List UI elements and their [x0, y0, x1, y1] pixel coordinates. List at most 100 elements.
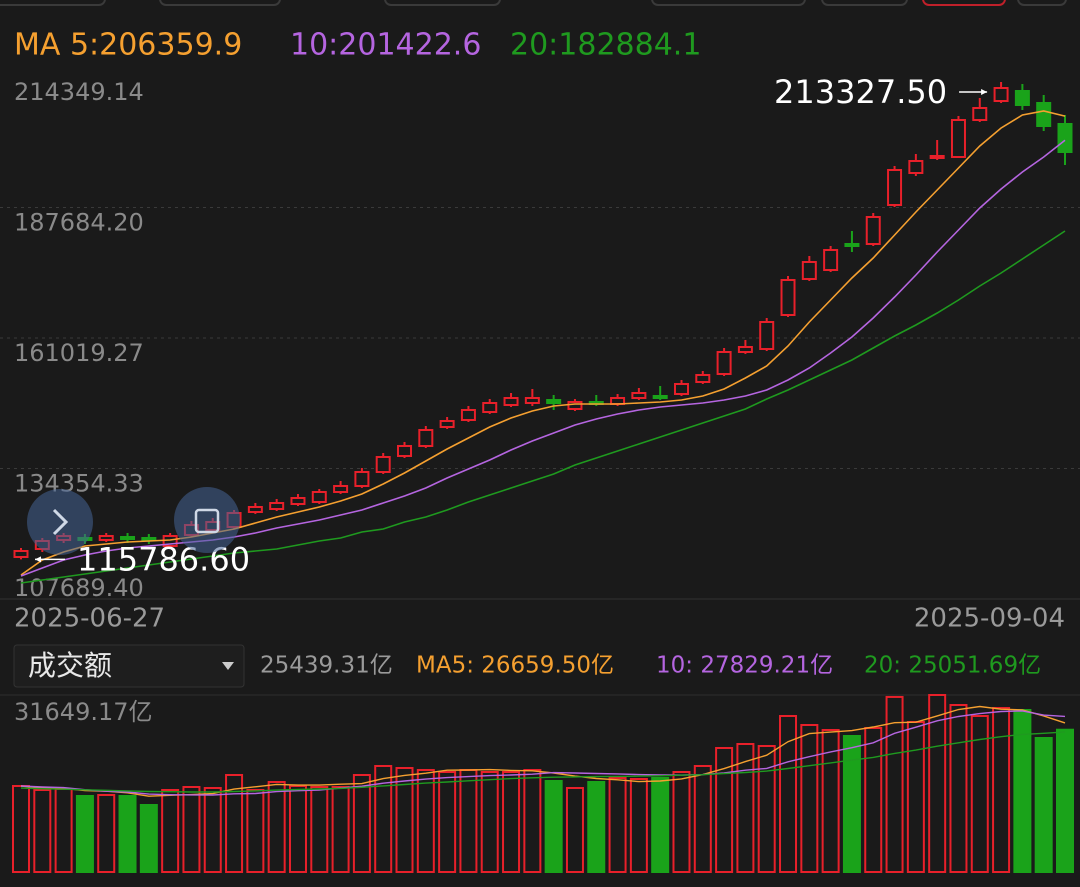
candle-body [375, 456, 391, 474]
candle-body [631, 392, 647, 400]
volume-bar [331, 785, 350, 873]
candle-body [950, 118, 966, 158]
candle-body [993, 87, 1009, 103]
tool-icon [194, 508, 220, 534]
volume-bar [736, 742, 755, 873]
y-tick-label: 161019.27 [14, 339, 144, 367]
candle-body [908, 160, 924, 175]
volume-bar [459, 768, 478, 874]
volume-current: 25439.31亿 [260, 653, 393, 679]
volume-bar [288, 784, 307, 873]
volume-bar [992, 706, 1011, 873]
indicator-dropdown[interactable] [13, 644, 245, 688]
volume-bar [182, 785, 201, 873]
volume-bar [246, 789, 265, 873]
volume-bar [672, 770, 691, 874]
volume-bar [757, 744, 776, 873]
volume-bar [352, 773, 371, 874]
x-tick-label: 2025-09-04 [914, 604, 1065, 634]
volume-bar [629, 778, 648, 874]
volume-bar [33, 789, 52, 873]
volume-bar [864, 727, 883, 874]
volume-bar [1034, 736, 1053, 873]
annotation-arrowhead [981, 88, 988, 95]
annotation-arrowhead [35, 556, 41, 563]
volume-bar [502, 770, 521, 874]
volume-ma-line [20, 710, 1066, 796]
volume-ma-legend: MA5: 26659.50亿 [416, 653, 614, 679]
candle-body [333, 485, 349, 494]
volume-bar [310, 785, 329, 873]
candle-body [418, 429, 434, 448]
volume-bar [438, 770, 457, 874]
volume-ma-line [20, 731, 1066, 793]
volume-bar [651, 777, 670, 873]
volume-bar [54, 788, 73, 873]
candle-body [929, 155, 945, 160]
candle-body [439, 420, 455, 429]
volume-ma-legend: 10: 27829.21亿 [656, 653, 833, 679]
volume-bar [842, 735, 861, 874]
ma-line [20, 230, 1066, 584]
candle-body [823, 249, 839, 272]
ma-legend: 10:201422.6 [290, 28, 481, 63]
volume-bar [118, 794, 137, 874]
tab[interactable] [821, 0, 908, 6]
volume-bar [161, 789, 180, 873]
tab[interactable] [0, 0, 106, 6]
dropdown-label: 成交额 [28, 649, 112, 682]
candle-body [780, 279, 796, 317]
tab[interactable] [384, 0, 501, 6]
candle-body [695, 374, 711, 384]
x-tick-label: 2025-06-27 [14, 604, 165, 634]
annotation-label: 213327.50 [774, 73, 947, 111]
volume-bar [779, 715, 798, 874]
volume-bar [225, 773, 244, 874]
volume-bar [608, 777, 627, 873]
y-tick-label: 214349.14 [14, 78, 144, 106]
candle-body [737, 346, 753, 354]
volume-bar [928, 694, 947, 873]
volume-bar [885, 695, 904, 873]
volume-tick-label: 31649.17亿 [14, 698, 153, 726]
tab[interactable] [159, 0, 281, 6]
volume-bar [970, 715, 989, 874]
candle-body [972, 106, 988, 121]
tab[interactable] [922, 0, 1006, 6]
volume-bar [374, 764, 393, 873]
volume-bar [395, 767, 414, 873]
tool-button[interactable] [174, 487, 240, 553]
candle-body [1057, 123, 1073, 154]
volume-bar [1056, 728, 1074, 874]
volume-bar [544, 779, 563, 873]
expand-icon [52, 508, 69, 536]
expand-button[interactable] [27, 489, 93, 555]
candle-body [844, 243, 860, 248]
volume-bar [523, 768, 542, 874]
volume-bar [480, 770, 499, 874]
candle-body [673, 383, 689, 396]
candle-body [13, 550, 29, 559]
candle-body [567, 401, 583, 411]
tab[interactable] [1017, 0, 1067, 6]
tab[interactable] [651, 0, 806, 6]
candle-body [98, 535, 114, 542]
candle-body [546, 399, 562, 405]
y-tick-label: 187684.20 [14, 209, 144, 237]
volume-bar [565, 786, 584, 873]
volume-bar [139, 804, 158, 874]
candle-body [247, 506, 263, 514]
candle-body [311, 491, 327, 504]
overlay-buttons [27, 487, 240, 555]
candle-body [354, 471, 370, 488]
y-tick-label: 107689.40 [14, 574, 144, 602]
ma-legend: MA 5:206359.9 [14, 28, 242, 63]
candle-body [759, 321, 775, 351]
candle-body [801, 261, 817, 281]
volume-bar [587, 780, 606, 874]
candle-body [652, 395, 668, 400]
volume-bar [203, 786, 222, 873]
dropdown-arrow [222, 662, 234, 670]
candle-body [460, 409, 476, 422]
